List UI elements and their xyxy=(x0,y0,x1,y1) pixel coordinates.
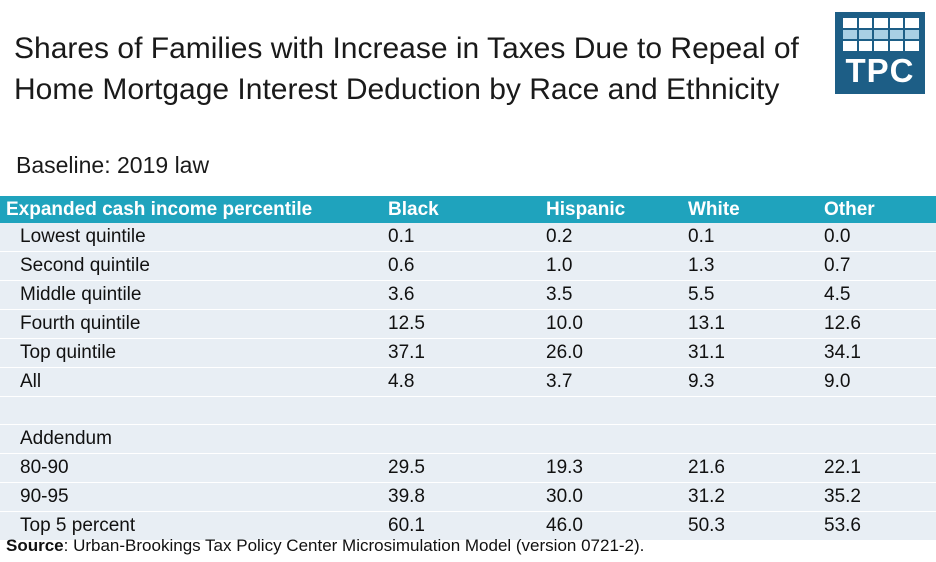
cell-other: 34.1 xyxy=(824,338,936,368)
cell-other xyxy=(824,396,936,425)
cell-other xyxy=(824,424,936,454)
source-label: Source xyxy=(6,536,64,555)
column-header-percentile: Expanded cash income percentile xyxy=(0,196,388,223)
cell-other: 4.5 xyxy=(824,280,936,310)
cell-hispanic: 30.0 xyxy=(546,482,688,512)
cell-other: 12.6 xyxy=(824,309,936,339)
column-header-other: Other xyxy=(824,196,936,223)
table-header-row: Expanded cash income percentile Black Hi… xyxy=(0,196,936,223)
table-row: All 4.8 3.7 9.3 9.0 xyxy=(0,367,936,397)
cell-black xyxy=(388,424,546,454)
table-row: Fourth quintile 12.5 10.0 13.1 12.6 xyxy=(0,309,936,339)
cell-percentile: Fourth quintile xyxy=(0,309,388,339)
cell-black: 39.8 xyxy=(388,482,546,512)
cell-hispanic: 26.0 xyxy=(546,338,688,368)
cell-white: 13.1 xyxy=(688,309,824,339)
cell-other: 0.7 xyxy=(824,251,936,281)
cell-black xyxy=(388,396,546,425)
column-header-white: White xyxy=(688,196,824,223)
cell-white: 50.3 xyxy=(688,511,824,541)
cell-hispanic: 3.7 xyxy=(546,367,688,397)
cell-white xyxy=(688,396,824,425)
cell-white: 31.1 xyxy=(688,338,824,368)
source-text: : Urban-Brookings Tax Policy Center Micr… xyxy=(63,536,645,555)
cell-white: 5.5 xyxy=(688,280,824,310)
cell-black: 60.1 xyxy=(388,511,546,541)
table-row: Addendum xyxy=(0,424,936,454)
cell-hispanic: 19.3 xyxy=(546,453,688,483)
cell-other: 9.0 xyxy=(824,367,936,397)
cell-percentile: Middle quintile xyxy=(0,280,388,310)
cell-white: 1.3 xyxy=(688,251,824,281)
cell-other: 0.0 xyxy=(824,223,936,252)
table-row: Second quintile 0.6 1.0 1.3 0.7 xyxy=(0,251,936,281)
cell-black: 37.1 xyxy=(388,338,546,368)
cell-black: 3.6 xyxy=(388,280,546,310)
cell-other: 35.2 xyxy=(824,482,936,512)
cell-white xyxy=(688,424,824,454)
table-row: Lowest quintile 0.1 0.2 0.1 0.0 xyxy=(0,223,936,252)
cell-other: 53.6 xyxy=(824,511,936,541)
cell-percentile: All xyxy=(0,367,388,397)
cell-white: 31.2 xyxy=(688,482,824,512)
logo-wordmark: TPC xyxy=(845,52,915,89)
cell-other: 22.1 xyxy=(824,453,936,483)
cell-percentile: Top quintile xyxy=(0,338,388,368)
cell-white: 0.1 xyxy=(688,223,824,252)
cell-black: 29.5 xyxy=(388,453,546,483)
cell-percentile: Lowest quintile xyxy=(0,223,388,252)
cell-hispanic: 10.0 xyxy=(546,309,688,339)
table-row: 90-95 39.8 30.0 31.2 35.2 xyxy=(0,482,936,512)
cell-percentile: Top 5 percent xyxy=(0,511,388,541)
cell-white: 9.3 xyxy=(688,367,824,397)
cell-percentile: 80-90 xyxy=(0,453,388,483)
cell-hispanic: 46.0 xyxy=(546,511,688,541)
cell-percentile xyxy=(0,396,388,425)
cell-percentile: Addendum xyxy=(0,424,388,454)
source-note: Source: Urban-Brookings Tax Policy Cente… xyxy=(6,536,644,556)
logo-grid-icon xyxy=(843,18,919,51)
chart-title: Shares of Families with Increase in Taxe… xyxy=(14,32,799,106)
cell-black: 0.6 xyxy=(388,251,546,281)
table-row xyxy=(0,396,936,425)
chart-subtitle: Baseline: 2019 law xyxy=(16,152,210,178)
column-header-hispanic: Hispanic xyxy=(546,196,688,223)
table-row: Top quintile 37.1 26.0 31.1 34.1 xyxy=(0,338,936,368)
table-row: Top 5 percent 60.1 46.0 50.3 53.6 xyxy=(0,511,936,541)
cell-percentile: 90-95 xyxy=(0,482,388,512)
cell-black: 12.5 xyxy=(388,309,546,339)
cell-hispanic xyxy=(546,424,688,454)
table-row: 80-90 29.5 19.3 21.6 22.1 xyxy=(0,453,936,483)
data-table: Expanded cash income percentile Black Hi… xyxy=(0,196,936,541)
table-row: Middle quintile 3.6 3.5 5.5 4.5 xyxy=(0,280,936,310)
cell-hispanic: 1.0 xyxy=(546,251,688,281)
cell-white: 21.6 xyxy=(688,453,824,483)
tpc-logo: TPC xyxy=(835,12,925,94)
column-header-black: Black xyxy=(388,196,546,223)
cell-black: 4.8 xyxy=(388,367,546,397)
cell-black: 0.1 xyxy=(388,223,546,252)
cell-percentile: Second quintile xyxy=(0,251,388,281)
cell-hispanic: 0.2 xyxy=(546,223,688,252)
cell-hispanic xyxy=(546,396,688,425)
cell-hispanic: 3.5 xyxy=(546,280,688,310)
